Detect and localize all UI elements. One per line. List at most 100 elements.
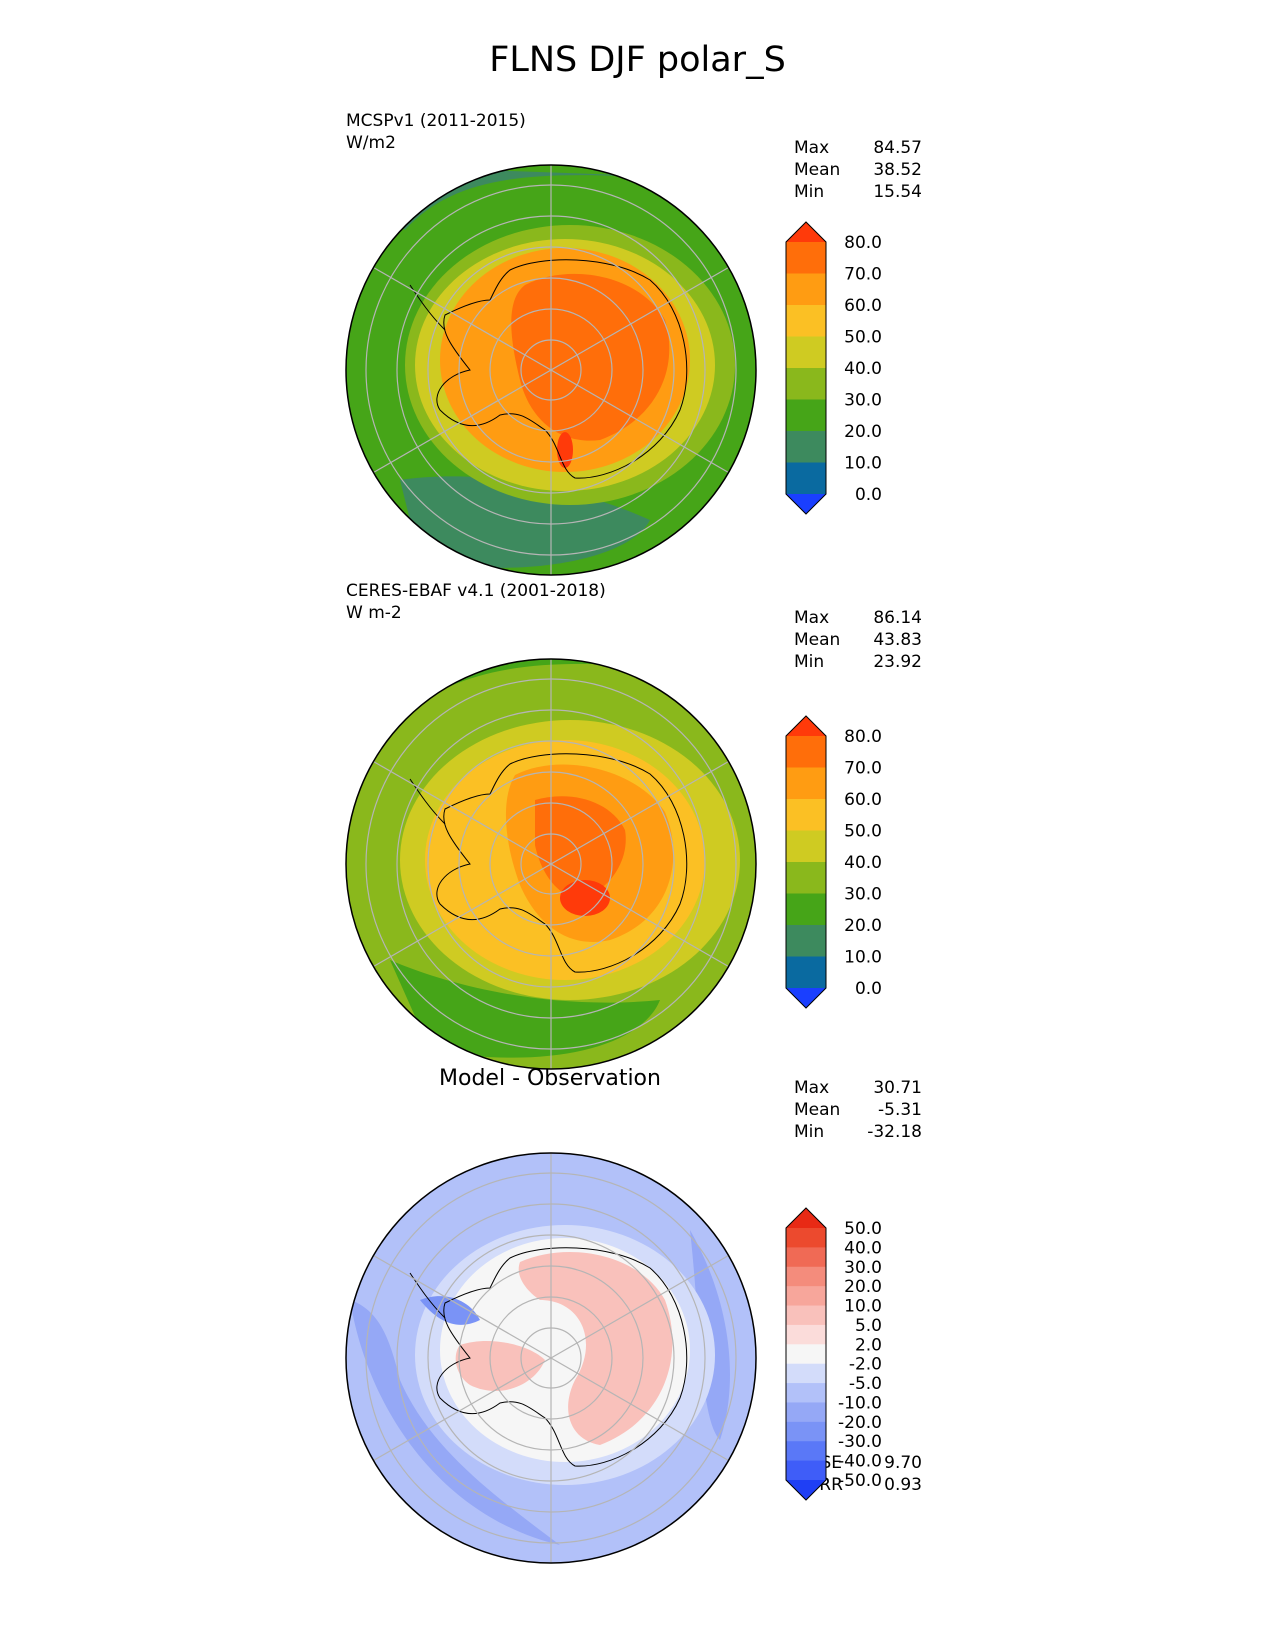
graticule bbox=[365, 165, 737, 575]
diff-band-neg10 bbox=[420, 1296, 480, 1325]
colorbar-tick-label: 50.0 bbox=[844, 822, 882, 842]
colorbar-tick-label: -2.0 bbox=[849, 1355, 882, 1375]
colorbar-level bbox=[786, 1228, 826, 1248]
colorbar-level bbox=[786, 305, 826, 337]
colorbar-tick-label: 10.0 bbox=[844, 1297, 882, 1317]
colorbar-level bbox=[786, 273, 826, 306]
colorbar-level bbox=[786, 1402, 826, 1423]
figure-title: FLNS DJF polar_S bbox=[489, 40, 786, 80]
coastline bbox=[409, 259, 688, 479]
colorbar-tick-label: 40.0 bbox=[844, 1238, 882, 1258]
panel1-title: MCSPv1 (2011-2015) W/m2 bbox=[346, 111, 526, 153]
colorbar-level bbox=[786, 399, 826, 432]
colorbar-level bbox=[786, 1363, 826, 1384]
graticule bbox=[365, 1153, 737, 1563]
colorbar-tick-label: -5.0 bbox=[849, 1374, 882, 1394]
colorbar-tick-label: 30.0 bbox=[844, 1258, 882, 1278]
colorbar-tick-label: 80.0 bbox=[844, 727, 882, 747]
colorbar-tick-label: 40.0 bbox=[844, 359, 882, 379]
field-band-90 bbox=[560, 880, 610, 916]
colorbar-2: 80.0 70.0 60.0 50.0 40.0 30.0 20.0 10.0 0.0 bbox=[785, 715, 882, 1009]
colorbar-tick-label: 80.0 bbox=[844, 233, 882, 253]
colorbar-level bbox=[786, 1305, 826, 1326]
panel3-stats: Max 30.71 Mean -5.31 Min -32.18 bbox=[794, 1078, 922, 1142]
panel2-title: CERES-EBAF v4.1 (2001-2018) W m-2 bbox=[346, 581, 606, 623]
colorbar-level bbox=[786, 1324, 826, 1345]
colorbar-tick-label: 0.0 bbox=[855, 485, 882, 505]
colorbar-level bbox=[786, 1441, 826, 1462]
colorbar-tick-label: 70.0 bbox=[844, 759, 882, 779]
field-band-80 bbox=[535, 796, 626, 900]
field-band-30 bbox=[390, 960, 660, 1058]
colorbar-1: 80.0 70.0 60.0 50.0 40.0 30.0 20.0 10.0 0.0 bbox=[785, 221, 882, 515]
colorbar-level bbox=[786, 1383, 826, 1403]
colorbar-extend-max bbox=[786, 716, 826, 736]
colorbar-3: 50.040.030.020.010.05.02.0-2.0-5.0-10.0-… bbox=[785, 1207, 882, 1501]
colorbar-tick-label: 20.0 bbox=[844, 422, 882, 442]
colorbar-extend-min bbox=[786, 988, 826, 1008]
colorbar-level bbox=[786, 925, 826, 957]
colorbar-tick-label: -50.0 bbox=[838, 1471, 882, 1491]
colorbar-outline bbox=[785, 715, 827, 1009]
map-panel-1 bbox=[345, 164, 757, 576]
map-panel-3 bbox=[345, 1152, 757, 1564]
colorbar-tick-label: 50.0 bbox=[844, 1219, 882, 1239]
colorbar-level bbox=[786, 799, 826, 831]
colorbar-tick-label: 30.0 bbox=[844, 391, 882, 411]
coastline bbox=[409, 1247, 688, 1467]
colorbar-tick-label: -20.0 bbox=[838, 1413, 882, 1433]
colorbar-tick-label: 0.0 bbox=[855, 979, 882, 999]
coastline bbox=[409, 753, 688, 973]
colorbar-tick-label: 20.0 bbox=[844, 916, 882, 936]
colorbar-tick-label: -10.0 bbox=[838, 1393, 882, 1413]
colorbar-tick-label: 30.0 bbox=[844, 885, 882, 905]
colorbar-level bbox=[786, 893, 826, 926]
colorbar-level bbox=[786, 242, 826, 274]
colorbar-tick-label: 5.0 bbox=[855, 1316, 882, 1336]
colorbar-tick-label: 70.0 bbox=[844, 265, 882, 285]
panel3-title: Model - Observation bbox=[439, 1066, 661, 1091]
map-boundary bbox=[345, 164, 757, 576]
colorbar-level bbox=[786, 1266, 826, 1287]
colorbar-tick-label: -40.0 bbox=[838, 1452, 882, 1472]
colorbar-level bbox=[786, 1344, 826, 1365]
panel1-stats: Max 84.57 Mean 38.52 Min 15.54 bbox=[794, 138, 922, 202]
colorbar-outline bbox=[785, 221, 827, 515]
colorbar-extend-min bbox=[786, 494, 826, 514]
colorbar-level bbox=[786, 736, 826, 768]
graticule bbox=[365, 659, 737, 1069]
colorbar-level bbox=[786, 830, 826, 863]
colorbar-level bbox=[786, 862, 826, 894]
colorbar-level bbox=[786, 1247, 826, 1268]
colorbar-level bbox=[786, 767, 826, 800]
colorbar-level bbox=[786, 1460, 826, 1481]
map-boundary bbox=[345, 1152, 757, 1564]
map-panel-2 bbox=[345, 658, 757, 1070]
colorbar-outline bbox=[785, 1207, 827, 1501]
map-boundary bbox=[345, 658, 757, 1070]
colorbar-tick-label: 10.0 bbox=[844, 948, 882, 968]
colorbar-level bbox=[786, 431, 826, 463]
colorbar-level bbox=[786, 336, 826, 369]
diff-band-pos5 bbox=[455, 1340, 545, 1391]
colorbar-level bbox=[786, 1421, 826, 1442]
colorbar-tick-label: -30.0 bbox=[838, 1432, 882, 1452]
colorbar-tick-label: 2.0 bbox=[855, 1335, 882, 1355]
colorbar-tick-label: 50.0 bbox=[844, 328, 882, 348]
panel2-stats: Max 86.14 Mean 43.83 Min 23.92 bbox=[794, 608, 922, 672]
diff-band-neg10 bbox=[350, 1300, 560, 1545]
colorbar-extend-min bbox=[786, 1480, 826, 1500]
colorbar-level bbox=[786, 368, 826, 400]
field-band-80 bbox=[557, 432, 573, 468]
colorbar-tick-label: 60.0 bbox=[844, 296, 882, 316]
colorbar-tick-label: 60.0 bbox=[844, 790, 882, 810]
colorbar-tick-label: 20.0 bbox=[844, 1277, 882, 1297]
colorbar-level bbox=[786, 956, 826, 989]
colorbar-level bbox=[786, 1286, 826, 1307]
colorbar-tick-label: 40.0 bbox=[844, 853, 882, 873]
colorbar-extend-max bbox=[786, 1208, 826, 1228]
colorbar-extend-max bbox=[786, 222, 826, 242]
colorbars: 80.070.060.050.040.030.020.010.00.080.07… bbox=[785, 221, 882, 1501]
colorbar-level bbox=[786, 462, 826, 495]
